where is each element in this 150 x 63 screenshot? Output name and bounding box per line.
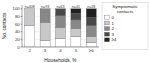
bar-segment bbox=[71, 9, 81, 14]
bar-segment bbox=[40, 22, 50, 40]
x-tick-label: 2 bbox=[28, 48, 31, 53]
bar-segment bbox=[55, 9, 65, 16]
x-axis-label: Households, % bbox=[44, 58, 77, 63]
x-tick-label: 5 bbox=[75, 48, 78, 53]
bar-segment bbox=[86, 9, 96, 17]
x-tick-label: ≥6 bbox=[89, 48, 94, 53]
bar-segment bbox=[71, 37, 81, 47]
annotation: n=18 bbox=[87, 5, 95, 9]
page: {"chart_data": {"type": "bar", "stacked"… bbox=[0, 0, 150, 63]
chart: 0204060801002n=4083n=934n=635n=41≥6n=18H… bbox=[0, 0, 150, 63]
legend-label: 1 bbox=[112, 21, 115, 26]
y-tick-label: 0 bbox=[17, 45, 20, 50]
bar-segment bbox=[86, 43, 96, 47]
bar-segment bbox=[40, 41, 50, 47]
legend: Symptomaticcontacts0123≥4 bbox=[102, 3, 148, 50]
legend-swatch bbox=[105, 38, 110, 42]
y-tick-label: 40 bbox=[15, 29, 20, 34]
annotation: n=41 bbox=[72, 5, 80, 9]
bar-segment bbox=[55, 27, 65, 38]
bar-segment bbox=[86, 26, 96, 37]
bar-segment bbox=[25, 9, 35, 25]
bars bbox=[25, 9, 97, 47]
bar-segment bbox=[40, 9, 50, 22]
legend-swatch bbox=[105, 16, 110, 20]
legend-label: 0 bbox=[112, 15, 115, 20]
y-axis-label: No. contacts bbox=[2, 12, 7, 39]
annotation: n=63 bbox=[56, 5, 64, 9]
bar-segment bbox=[55, 39, 65, 47]
legend-frame bbox=[102, 3, 148, 50]
x-tick-label: 4 bbox=[59, 48, 62, 53]
x-tick-label: 3 bbox=[44, 48, 47, 53]
legend-label: ≥4 bbox=[112, 37, 117, 42]
legend-title: Symptomaticcontacts bbox=[112, 4, 138, 14]
bar-segment bbox=[71, 13, 81, 19]
y-tick-label: 100 bbox=[12, 6, 20, 11]
legend-label: 2 bbox=[112, 26, 115, 31]
bar-segment bbox=[71, 28, 81, 36]
legend-swatch bbox=[105, 21, 110, 25]
y-axis bbox=[22, 5, 23, 47]
annotation: n=93 bbox=[41, 5, 49, 9]
y-tick-label: 80 bbox=[15, 14, 20, 19]
legend-swatch bbox=[105, 32, 110, 36]
legend-swatch bbox=[105, 27, 110, 31]
bar-segment bbox=[71, 20, 81, 28]
bar-segment bbox=[25, 25, 35, 47]
annotation: n=408 bbox=[25, 5, 35, 9]
bar-segment bbox=[86, 17, 96, 25]
legend-title-line: contacts bbox=[117, 9, 134, 14]
bar-segment bbox=[86, 36, 96, 42]
y-tick-label: 20 bbox=[15, 37, 20, 42]
legend-label: 3 bbox=[112, 32, 115, 37]
y-tick-label: 60 bbox=[15, 22, 20, 27]
bar-segment bbox=[55, 16, 65, 27]
